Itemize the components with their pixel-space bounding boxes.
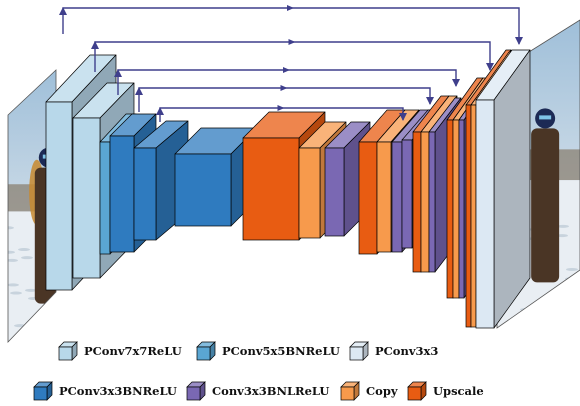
skip-connection xyxy=(114,67,460,95)
skip-connection xyxy=(59,5,523,45)
skip-connection xyxy=(135,85,434,112)
skip-connections xyxy=(59,5,523,122)
skip-connection xyxy=(91,39,494,72)
block-pconv3-final xyxy=(475,49,531,329)
layer-blocks xyxy=(45,49,531,329)
block-conv3bnl-1 xyxy=(324,121,371,237)
skip-connection xyxy=(156,105,407,122)
